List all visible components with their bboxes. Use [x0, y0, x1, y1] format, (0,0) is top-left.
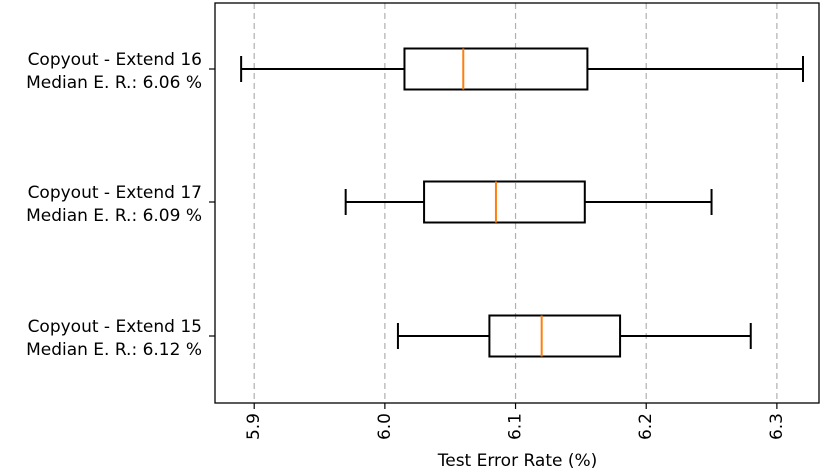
x-tick-label: 5.9: [244, 413, 264, 440]
iqr-box: [423, 180, 586, 224]
y-tick-label-median: Median E. R.: 6.09 %: [26, 206, 202, 226]
x-tick-label: 6.3: [767, 413, 787, 440]
x-tick-label: 6.2: [636, 413, 656, 440]
x-axis-ticks: 5.9 6.0 6.1 6.2 6.3: [244, 403, 787, 440]
box-1: [240, 47, 805, 91]
y-axis-ticks: Copyout - Extend 16 Median E. R.: 6.06 % C…: [26, 50, 215, 360]
boxes: [240, 47, 805, 358]
y-tick-label-name: Copyout - Extend 16: [28, 50, 202, 70]
y-tick-label-median: Median E. R.: 6.12 %: [26, 340, 202, 360]
iqr-box: [403, 47, 589, 91]
y-tick-label-median: Median E. R.: 6.06 %: [26, 73, 202, 93]
y-tick-label-name: Copyout - Extend 17: [28, 183, 202, 203]
x-axis-label: Test Error Rate (%): [437, 451, 598, 471]
box-3: [396, 314, 752, 358]
y-tick-label-name: Copyout - Extend 15: [28, 317, 202, 337]
x-tick-label: 6.1: [506, 413, 526, 440]
iqr-box: [488, 314, 622, 358]
box-2: [344, 180, 713, 224]
plot-frame: [214, 2, 820, 404]
x-tick-label: 6.0: [375, 413, 395, 440]
